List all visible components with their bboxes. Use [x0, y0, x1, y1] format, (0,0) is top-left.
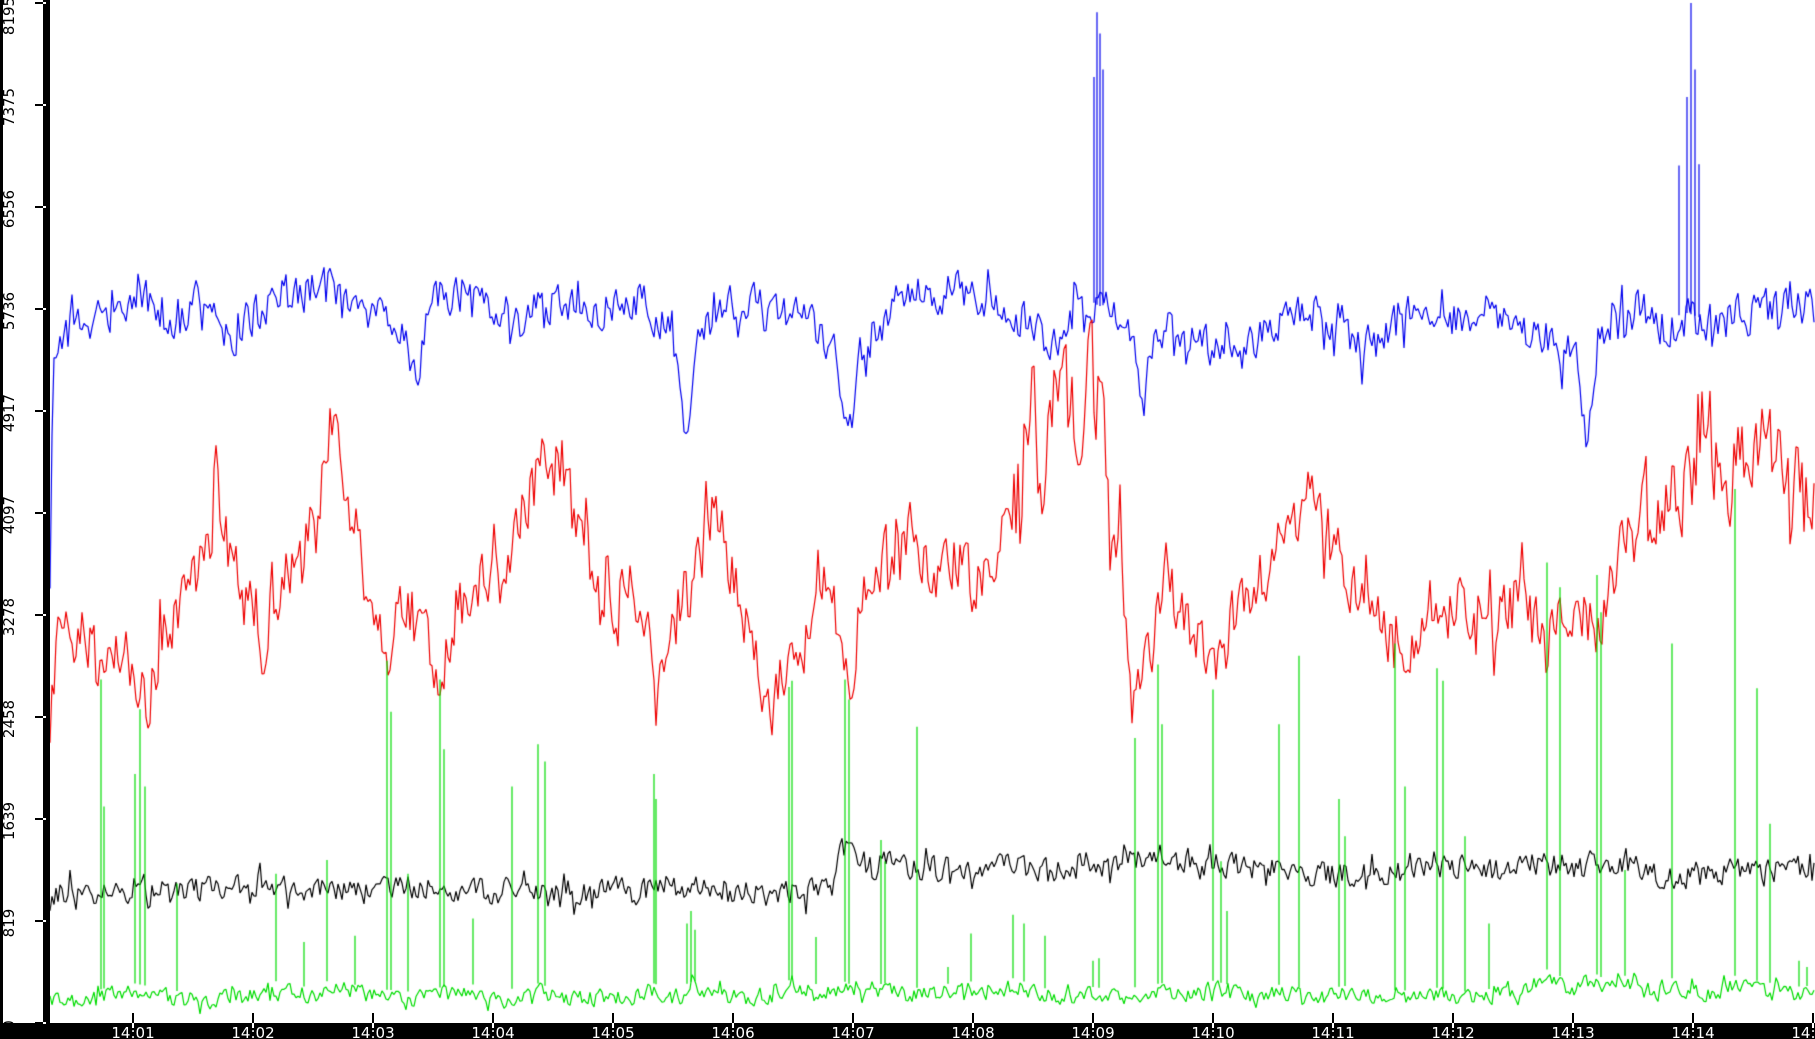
x-tick-notch — [1812, 1023, 1814, 1028]
x-tick-notch — [1332, 1023, 1334, 1028]
x-tick-label: 14:09 — [1071, 1024, 1115, 1039]
x-tick — [1692, 1013, 1694, 1023]
y-tick — [35, 512, 43, 514]
x-tick — [1092, 1013, 1094, 1023]
x-tick-notch — [852, 1023, 854, 1028]
x-tick-label: 14:01 — [111, 1024, 155, 1039]
x-tick-label: 14:12 — [1431, 1024, 1475, 1039]
y-tick — [35, 2, 43, 4]
x-tick — [1332, 1013, 1334, 1023]
x-tick-notch — [732, 1023, 734, 1028]
x-tick-notch — [1092, 1023, 1094, 1028]
x-tick — [252, 1013, 254, 1023]
x-tick-label: 14:06 — [711, 1024, 755, 1039]
x-tick-notch — [132, 1023, 134, 1028]
x-tick — [852, 1013, 854, 1023]
x-tick-label: 14:04 — [471, 1024, 515, 1039]
window-left-border — [0, 0, 3, 1023]
y-tick — [35, 206, 43, 208]
x-tick — [1212, 1013, 1214, 1023]
x-tick-notch — [612, 1023, 614, 1028]
y-tick — [35, 614, 43, 616]
x-tick-notch — [1452, 1023, 1454, 1028]
y-tick-notch — [43, 2, 46, 4]
x-tick-notch — [972, 1023, 974, 1028]
x-tick — [1812, 1013, 1814, 1023]
x-tick-label: 14:03 — [351, 1024, 395, 1039]
y-tick — [35, 308, 43, 310]
y-tick-notch — [43, 308, 46, 310]
x-tick-label: 14:10 — [1191, 1024, 1235, 1039]
y-tick — [35, 104, 43, 106]
x-tick-label: 14:13 — [1551, 1024, 1595, 1039]
y-tick-notch — [43, 716, 46, 718]
x-tick-notch — [1692, 1023, 1694, 1028]
x-tick-label: 14:14 — [1671, 1024, 1715, 1039]
x-tick-notch — [1572, 1023, 1574, 1028]
x-tick — [732, 1013, 734, 1023]
x-tick-label: 14:07 — [831, 1024, 875, 1039]
x-tick-label: 14:02 — [231, 1024, 275, 1039]
y-tick-notch — [43, 104, 46, 106]
x-tick — [612, 1013, 614, 1023]
x-tick-label: 14:08 — [951, 1024, 995, 1039]
y-axis-band — [43, 0, 50, 1023]
x-tick — [132, 1013, 134, 1023]
x-tick-label: 14:11 — [1311, 1024, 1355, 1039]
y-tick-notch — [43, 920, 46, 922]
y-tick-notch — [43, 1022, 46, 1024]
y-tick — [35, 920, 43, 922]
y-tick — [35, 1022, 43, 1024]
x-tick — [1572, 1013, 1574, 1023]
y-tick-notch — [43, 410, 46, 412]
y-tick-notch — [43, 206, 46, 208]
x-tick — [372, 1013, 374, 1023]
x-tick — [492, 1013, 494, 1023]
x-tick-label: 14:15 — [1791, 1024, 1815, 1039]
y-tick — [35, 410, 43, 412]
y-tick-notch — [43, 818, 46, 820]
x-tick — [972, 1013, 974, 1023]
x-tick-notch — [372, 1023, 374, 1028]
y-tick — [35, 716, 43, 718]
x-axis-band — [0, 1023, 1815, 1039]
y-tick-notch — [43, 614, 46, 616]
x-tick-label: 14:05 — [591, 1024, 635, 1039]
x-tick-notch — [1212, 1023, 1214, 1028]
y-tick-notch — [43, 512, 46, 514]
y-tick — [35, 818, 43, 820]
x-tick-notch — [492, 1023, 494, 1028]
x-tick-notch — [252, 1023, 254, 1028]
x-tick — [1452, 1013, 1454, 1023]
